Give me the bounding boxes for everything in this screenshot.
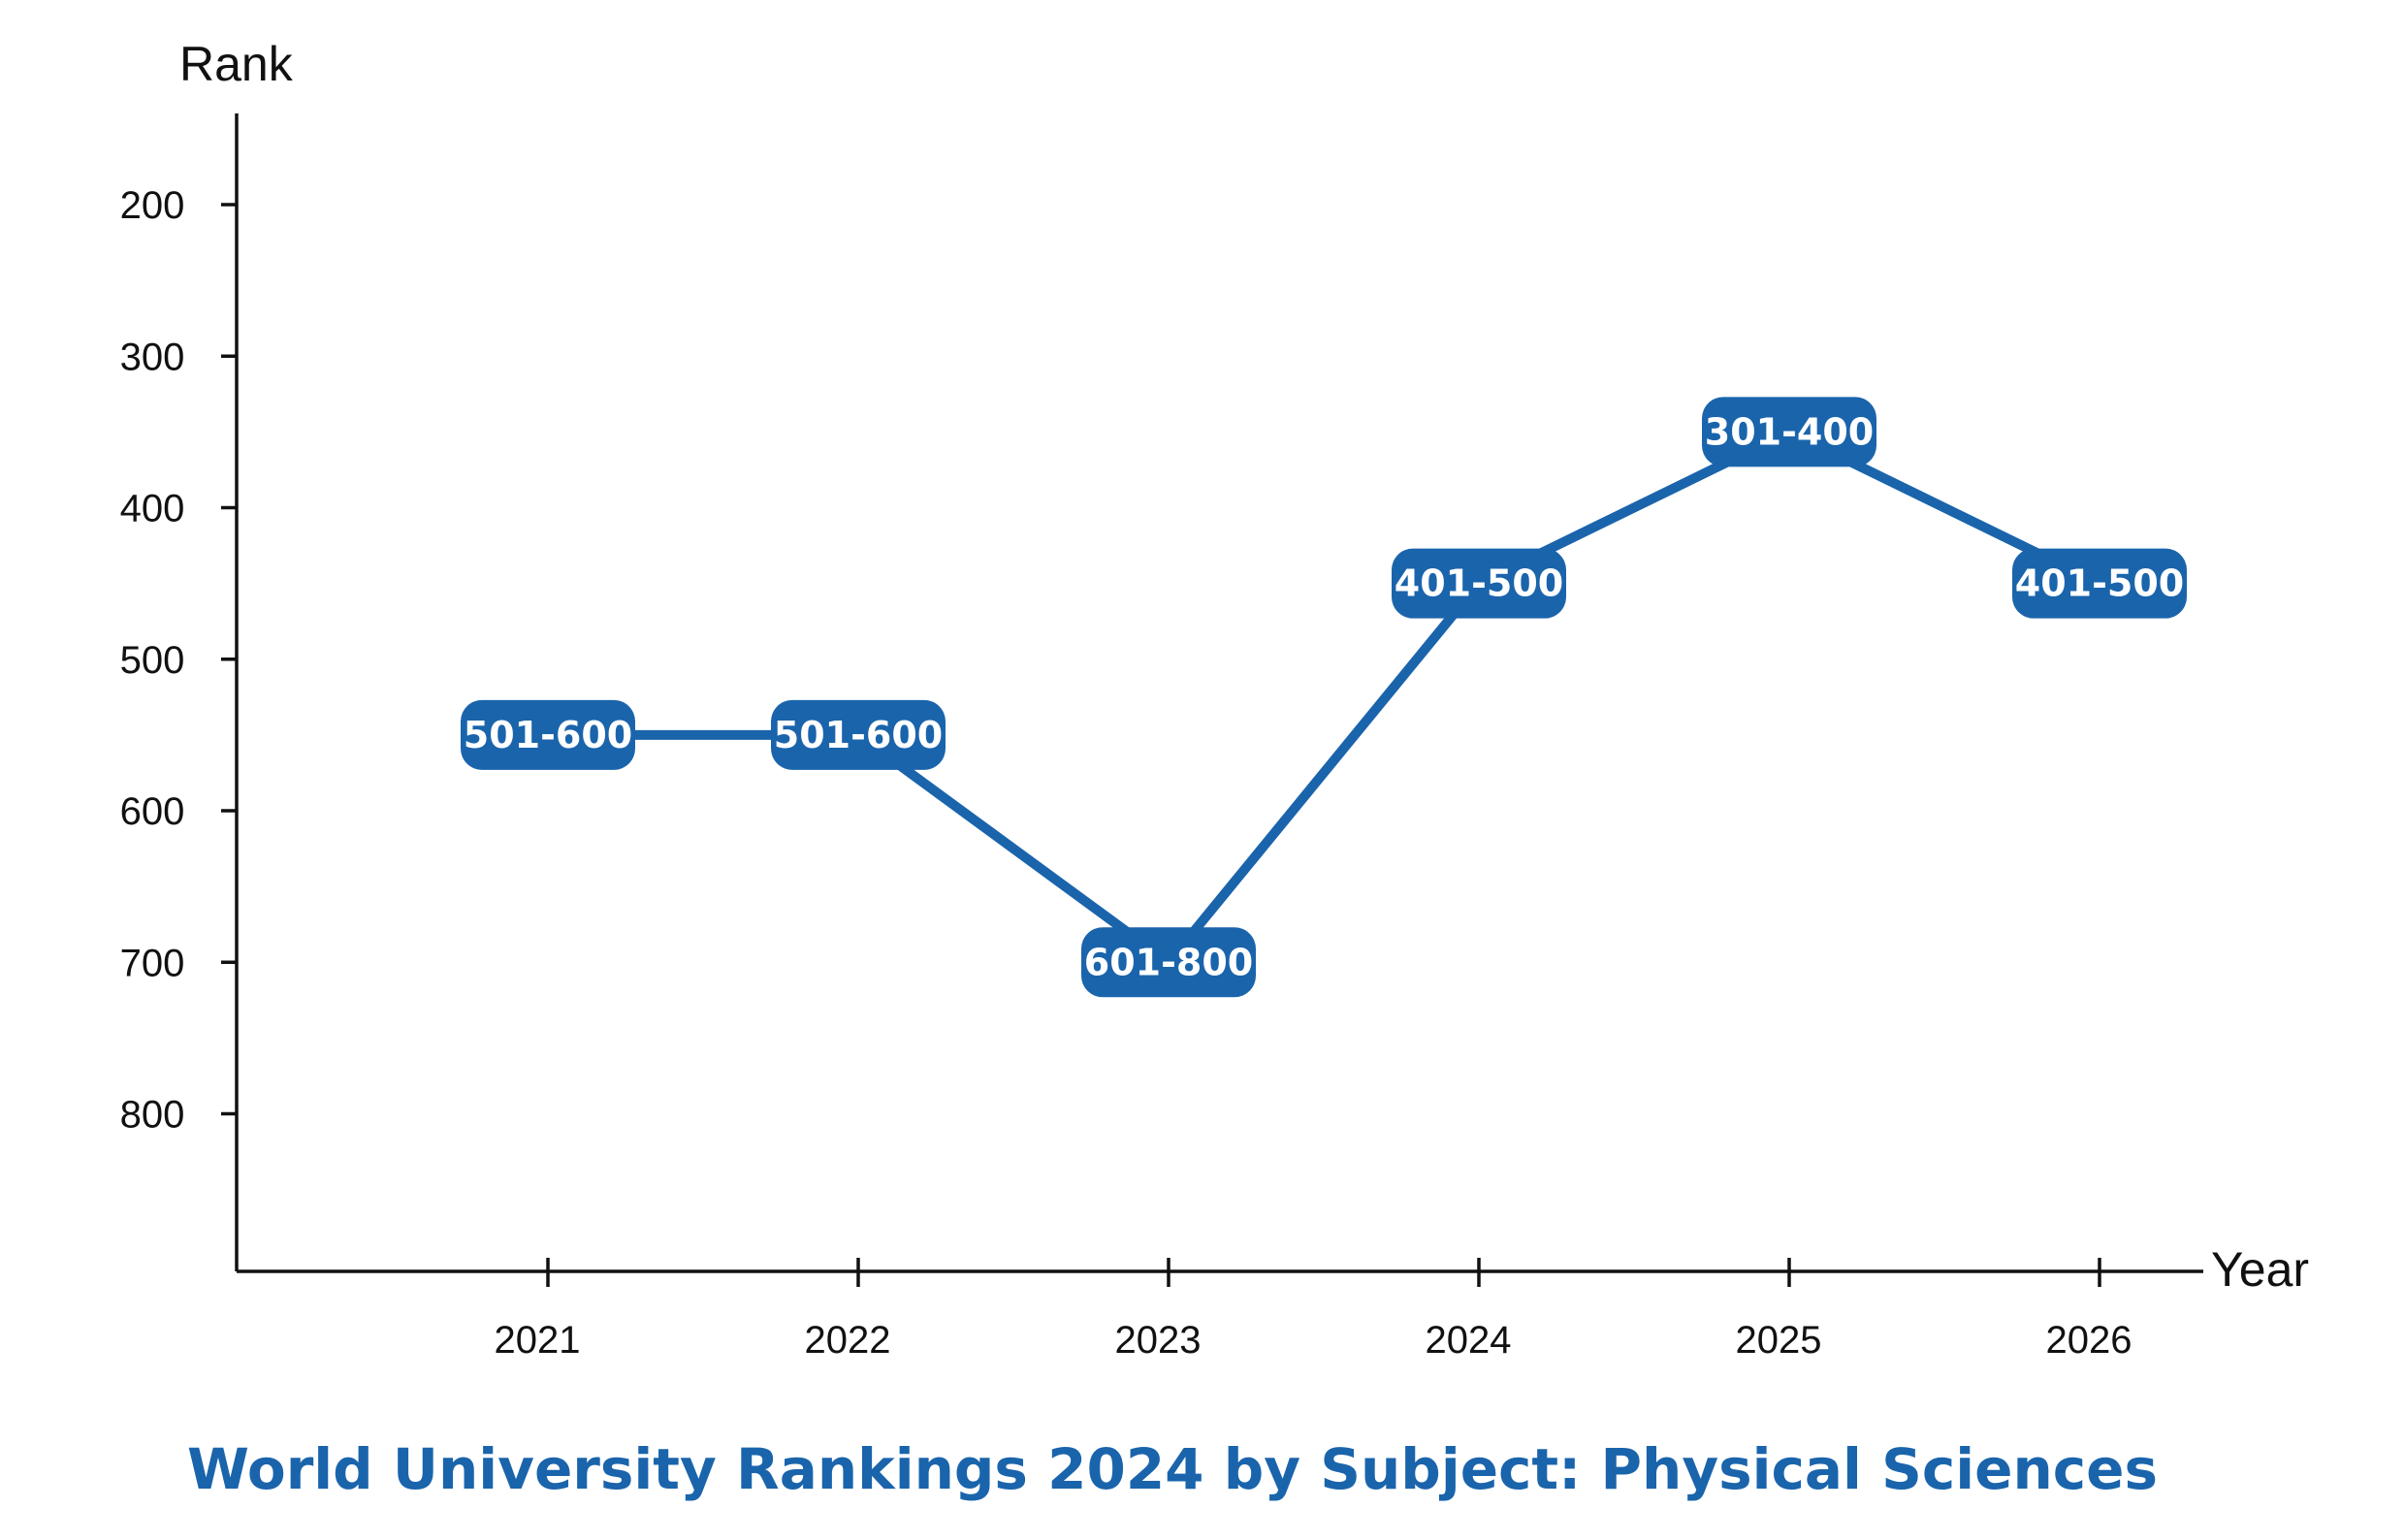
- chart-title: World University Rankings 2024 by Subjec…: [187, 1436, 2158, 1502]
- x-tick-label: 2026: [2046, 1319, 2132, 1362]
- x-tick-label: 2024: [1426, 1319, 1512, 1362]
- x-tick-label: 2025: [1736, 1319, 1822, 1362]
- x-tick-label: 2021: [495, 1319, 581, 1362]
- data-point: 401-500: [1392, 548, 1566, 619]
- y-tick-label: 300: [120, 336, 185, 378]
- data-label: 401-500: [2015, 562, 2184, 605]
- y-tick-label: 200: [120, 184, 185, 227]
- series-group: 501-600 501-600 601-800 401-500 301-400 401-5…: [461, 397, 2187, 998]
- series-line: [543, 427, 2104, 968]
- y-axis-title: Rank: [179, 37, 294, 91]
- x-axis-ticks: 2021 2022 2023 2024 2025 2026: [495, 1258, 2132, 1362]
- data-label-box: [461, 699, 635, 770]
- data-label: 501-600: [464, 714, 632, 756]
- data-label-box: [1392, 548, 1566, 619]
- data-point: 501-600: [461, 699, 635, 770]
- y-tick-label: 700: [120, 942, 185, 984]
- data-point: 301-400: [1702, 397, 1876, 467]
- data-label: 401-500: [1395, 562, 1563, 605]
- data-label: 301-400: [1705, 410, 1874, 453]
- y-axis-ticks: 200 300 400 500 600 700 800: [120, 184, 237, 1137]
- y-tick-label: 800: [120, 1094, 185, 1137]
- data-label: 501-600: [774, 714, 943, 756]
- data-label-box: [2012, 548, 2187, 619]
- x-tick-label: 2023: [1115, 1319, 1202, 1362]
- y-tick-label: 600: [120, 790, 185, 833]
- x-tick-label: 2022: [805, 1319, 891, 1362]
- data-label-box: [1081, 927, 1256, 998]
- data-point: 601-800: [1081, 927, 1256, 998]
- data-point: 401-500: [2012, 548, 2187, 619]
- data-label-box: [1702, 397, 1876, 467]
- data-label-box: [771, 699, 946, 770]
- y-tick-label: 500: [120, 639, 185, 682]
- x-axis-title: Year: [2211, 1242, 2309, 1297]
- data-label: 601-800: [1084, 941, 1253, 983]
- data-point: 501-600: [771, 699, 946, 770]
- y-tick-label: 400: [120, 488, 185, 530]
